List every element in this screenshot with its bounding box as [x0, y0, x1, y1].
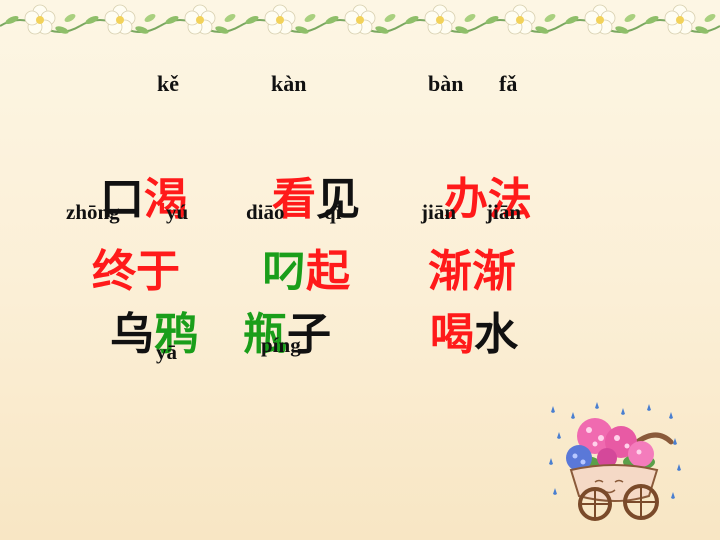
- char-kan: 看: [272, 174, 316, 225]
- char-jian-a: 渐: [428, 246, 472, 297]
- word-kou-ke: 口渴: [100, 178, 188, 222]
- pinyin-yu: yú: [166, 200, 189, 224]
- char-fa: 法: [488, 174, 532, 225]
- char-shui: 水: [474, 309, 518, 360]
- word-jian-jian: 渐渐: [428, 250, 516, 294]
- word-he-shui: 喝水: [430, 313, 518, 357]
- char-zhong: 终: [92, 246, 136, 297]
- char-jian: 见: [316, 174, 360, 225]
- char-ban: 办: [444, 174, 488, 225]
- pinyin-ya: yā: [156, 340, 177, 364]
- pinyin-jian-1: jiān: [421, 200, 457, 224]
- pinyin-zhong: zhōng: [66, 200, 120, 224]
- pinyin-ke: kě: [157, 71, 179, 96]
- flower-cart-decoration: [549, 402, 681, 521]
- word-ban-fa: 办法: [444, 178, 532, 222]
- char-kou: 口: [100, 174, 144, 225]
- pinyin-kan: kàn: [271, 71, 307, 96]
- word-kan-jian: 看见: [272, 178, 360, 222]
- char-jian-b: 渐: [472, 246, 516, 297]
- word-ping-zi: 瓶子: [243, 313, 331, 357]
- word-wu-ya: 乌鸦: [110, 313, 198, 357]
- pinyin-fa: fǎ: [499, 71, 518, 96]
- pinyin-jian-2: jiān: [486, 200, 522, 224]
- char-ya: 鸦: [154, 309, 198, 360]
- char-he: 喝: [430, 309, 474, 360]
- word-zhong-yu: 终于: [92, 250, 180, 294]
- pinyin-qi: qǐ: [324, 200, 342, 224]
- char-ping: 瓶: [243, 309, 287, 360]
- word-diao-qi: 叼起: [262, 250, 350, 294]
- char-zi: 子: [287, 309, 331, 360]
- char-wu: 乌: [110, 309, 154, 360]
- char-diao: 叼: [262, 246, 306, 297]
- char-yu: 于: [136, 246, 180, 297]
- char-ke: 渴: [144, 174, 188, 225]
- pinyin-ping: píng: [261, 333, 301, 357]
- flower-garland-decoration: [0, 4, 720, 37]
- char-qi: 起: [306, 246, 350, 297]
- pinyin-diao: diāo: [246, 200, 285, 224]
- pinyin-ban: bàn: [428, 71, 464, 96]
